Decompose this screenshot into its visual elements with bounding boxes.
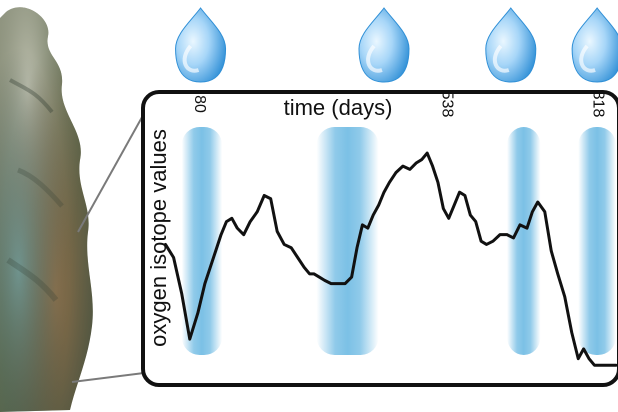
x-tick-label: 538 xyxy=(438,91,455,118)
fossil-specimen-image xyxy=(0,7,93,412)
raindrop-highlight xyxy=(366,44,383,73)
raindrop-icon xyxy=(358,7,410,83)
raindrop-shape xyxy=(485,7,537,83)
plot-area xyxy=(141,90,618,387)
zoom-callout-lines xyxy=(71,109,147,383)
plot-fade-overlay xyxy=(143,92,618,385)
x-tick-label: 80 xyxy=(191,95,208,113)
raindrop-highlight xyxy=(492,44,510,73)
y-axis-label: oxygen isotope values xyxy=(146,129,171,347)
x-tick-label: 818 xyxy=(589,91,606,118)
raindrop-icon xyxy=(175,7,227,83)
raindrop-highlight xyxy=(182,44,200,73)
raindrop-icon xyxy=(571,7,618,83)
raindrop-shape xyxy=(175,7,227,83)
oxygen-isotope-series-line xyxy=(163,151,618,367)
plot-frame xyxy=(141,90,618,387)
x-axis-label: time (days) xyxy=(284,95,393,120)
raindrop-shape xyxy=(358,7,410,83)
raindrop-icon xyxy=(485,7,537,83)
raindrop-highlight xyxy=(579,44,596,73)
